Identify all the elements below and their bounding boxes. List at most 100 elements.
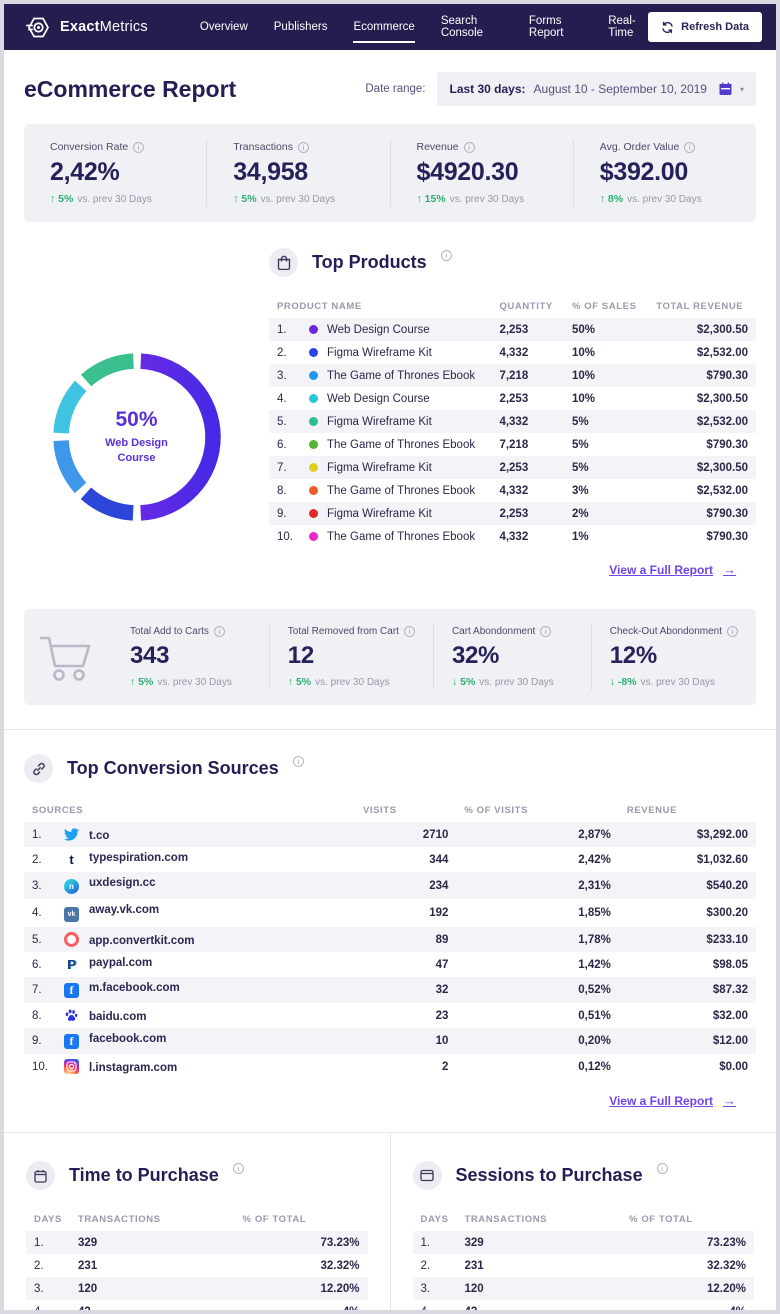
stat-delta: ↓ -8% vs. prev 30 Days [609, 676, 716, 688]
overview-stat-revenue: Revenue i $4920.30 ↑ 15% vs. prev 30 Days [389, 139, 573, 207]
info-icon[interactable]: i [213, 626, 225, 637]
nav-item-overview[interactable]: Overview [199, 21, 248, 33]
arrow-right-icon: → [723, 562, 736, 577]
top-products-heading: Top Products i [269, 248, 756, 277]
nav-items: Overview Publishers Ecommerce Search Consol… [200, 9, 648, 45]
arrow-right-icon: → [723, 1093, 736, 1108]
stat-delta: ↑ 5% vs. prev 30 Days [233, 193, 336, 205]
sessions-to-purchase-heading: Sessions to Purchase i [412, 1161, 755, 1190]
conversion-sources-table: Sources Visits % of Visits Revenue 1. t.c… [24, 799, 756, 1079]
view-full-report-link-products[interactable]: View a Full Report → [609, 562, 736, 577]
product-dot [309, 462, 318, 472]
section-divider [4, 729, 776, 730]
top-nav: ExactMetrics Overview Publishers Ecommerce… [4, 4, 776, 50]
date-range-preset: Last 30 days: [449, 82, 526, 96]
uxdesign-icon: n [64, 879, 79, 894]
overview-stat-conversion-rate: Conversion Rate i 2,42% ↑ 5% vs. prev 30 Day… [24, 139, 206, 207]
info-icon[interactable]: i [463, 141, 475, 153]
nav-item-forms-report[interactable]: Forms Report [528, 15, 564, 39]
cart-stat-cart-abondonment: Cart Abondonment i 32% ↓ 5% vs. prev 30 Days [432, 624, 591, 690]
info-icon[interactable]: i [440, 250, 452, 261]
top-products-table: Product Name Quantity % of Sales Total R… [269, 295, 756, 548]
info-icon[interactable]: i [540, 626, 552, 637]
table-row: 8. The Game of Thrones Ebook 4,332 3% $2,532… [277, 484, 748, 497]
report-header: eCommerce Report Date range: Last 30 day… [4, 50, 776, 124]
table-row: 6. The Game of Thrones Ebook 7,218 5% $790.3… [277, 438, 748, 451]
shopping-bag-icon [269, 248, 298, 277]
stat-delta: ↑ 5% vs. prev 30 Days [50, 193, 152, 205]
time-to-purchase-panel: Time to Purchase i Days Transactions % o… [4, 1133, 390, 1314]
stat-label: Conversion Rate i [50, 141, 180, 153]
nav-item-search-console[interactable]: Search Console [440, 15, 484, 39]
product-dot [309, 393, 318, 403]
table-row: 7. f m.facebook.com 32 0,52% $87.32 [24, 977, 756, 1003]
time-to-purchase-heading: Time to Purchase i [26, 1161, 368, 1190]
top-products-donut: 50% Web Design Course [24, 248, 249, 595]
info-icon[interactable]: i [727, 626, 739, 637]
table-row: 4. 42 4% [34, 1305, 360, 1314]
stat-value: $392.00 [599, 158, 689, 186]
tumblr-icon: t [69, 852, 74, 867]
facebook-icon: f [64, 983, 79, 998]
info-icon[interactable]: i [297, 141, 309, 153]
brand[interactable]: ExactMetrics [24, 14, 148, 41]
table-row: 4. 42 4% [420, 1305, 747, 1314]
table-row: 3. The Game of Thrones Ebook 7,218 10% $790.… [269, 364, 756, 387]
chevron-down-icon: ▾ [739, 84, 744, 94]
brand-name: ExactMetrics [60, 19, 148, 35]
table-row: 9. Figma Wireframe Kit 2,253 2% $790.30 [269, 502, 756, 525]
nav-item-real-time[interactable]: Real-Time [608, 15, 636, 39]
stat-label: Check-Out Abondonment i [610, 626, 739, 637]
table-row: 1. Web Design Course 2,253 50% $2,300.50 [269, 318, 756, 341]
info-icon[interactable]: i [292, 756, 304, 767]
table-row: 10. l.instagram.com 2 0,12% $0.00 [32, 1059, 748, 1074]
info-icon[interactable]: i [403, 626, 415, 637]
cart-stat-total-add-to-carts: Total Add to Carts i 343 ↑ 5% vs. prev 30 Da… [112, 624, 269, 690]
table-row: 2. 231 32.32% [420, 1259, 747, 1272]
table-row: 4. Web Design Course 2,253 10% $2,300.50 [277, 392, 748, 405]
date-range-selector[interactable]: Last 30 days: August 10 - September 10, … [437, 72, 756, 106]
shopping-cart-icon [24, 624, 112, 690]
info-icon[interactable]: i [232, 1163, 244, 1174]
source-name: away.vk.com [89, 904, 160, 916]
table-row: 1. 329 73.23% [26, 1231, 368, 1254]
donut-chart [52, 352, 221, 521]
stat-delta: ↓ 5% vs. prev 30 Days [451, 676, 554, 688]
instagram-icon [64, 1059, 79, 1074]
baidu-icon [64, 1008, 79, 1023]
calendar-icon [719, 82, 732, 96]
product-dot [309, 531, 318, 541]
table-row: 1. t.co 2710 2,87% $3,292.00 [24, 822, 756, 847]
stat-value: 34,958 [233, 158, 308, 186]
overview-stat-transactions: Transactions i 34,958 ↑ 5% vs. prev 30 Days [206, 139, 389, 207]
info-icon[interactable]: i [684, 141, 696, 153]
nav-item-publishers[interactable]: Publishers [273, 21, 328, 33]
nav-item-ecommerce[interactable]: Ecommerce [353, 15, 416, 43]
stat-value: 12% [609, 642, 657, 669]
top-products-section: 50% Web Design Course Top Products i Pro… [4, 222, 776, 605]
section-divider [4, 1132, 776, 1133]
table-row: 3. 120 12.20% [412, 1277, 754, 1300]
source-name: t.co [89, 830, 110, 842]
stat-label: Transactions i [233, 141, 363, 153]
refresh-data-button[interactable]: Refresh Data [648, 12, 762, 42]
stat-value: $4920.30 [416, 158, 519, 186]
source-name: app.convertkit.com [89, 935, 195, 947]
stat-value: 343 [130, 642, 170, 669]
table-row: 2. Figma Wireframe Kit 4,332 10% $2,532.00 [277, 346, 748, 359]
table-row: 9. f facebook.com 10 0,20% $12.00 [24, 1028, 756, 1054]
stat-label: Total Add to Carts i [130, 626, 251, 637]
stat-label: Total Removed from Cart i [288, 626, 415, 637]
source-name: uxdesign.cc [89, 877, 156, 889]
stat-value: 32% [451, 642, 500, 669]
table-row: 3. 120 12.20% [26, 1277, 368, 1300]
product-dot [309, 324, 318, 334]
view-full-report-link-sources[interactable]: View a Full Report → [609, 1093, 736, 1108]
info-icon[interactable]: i [656, 1163, 668, 1174]
product-dot [309, 439, 318, 449]
exactmetrics-logo-icon [24, 14, 51, 41]
info-icon[interactable]: i [133, 141, 145, 153]
table-row: 8. baidu.com 23 0,51% $32.00 [32, 1008, 748, 1023]
cart-stat-check-out-abondonment: Check-Out Abondonment i 12% ↓ -8% vs. prev 3… [590, 624, 756, 690]
